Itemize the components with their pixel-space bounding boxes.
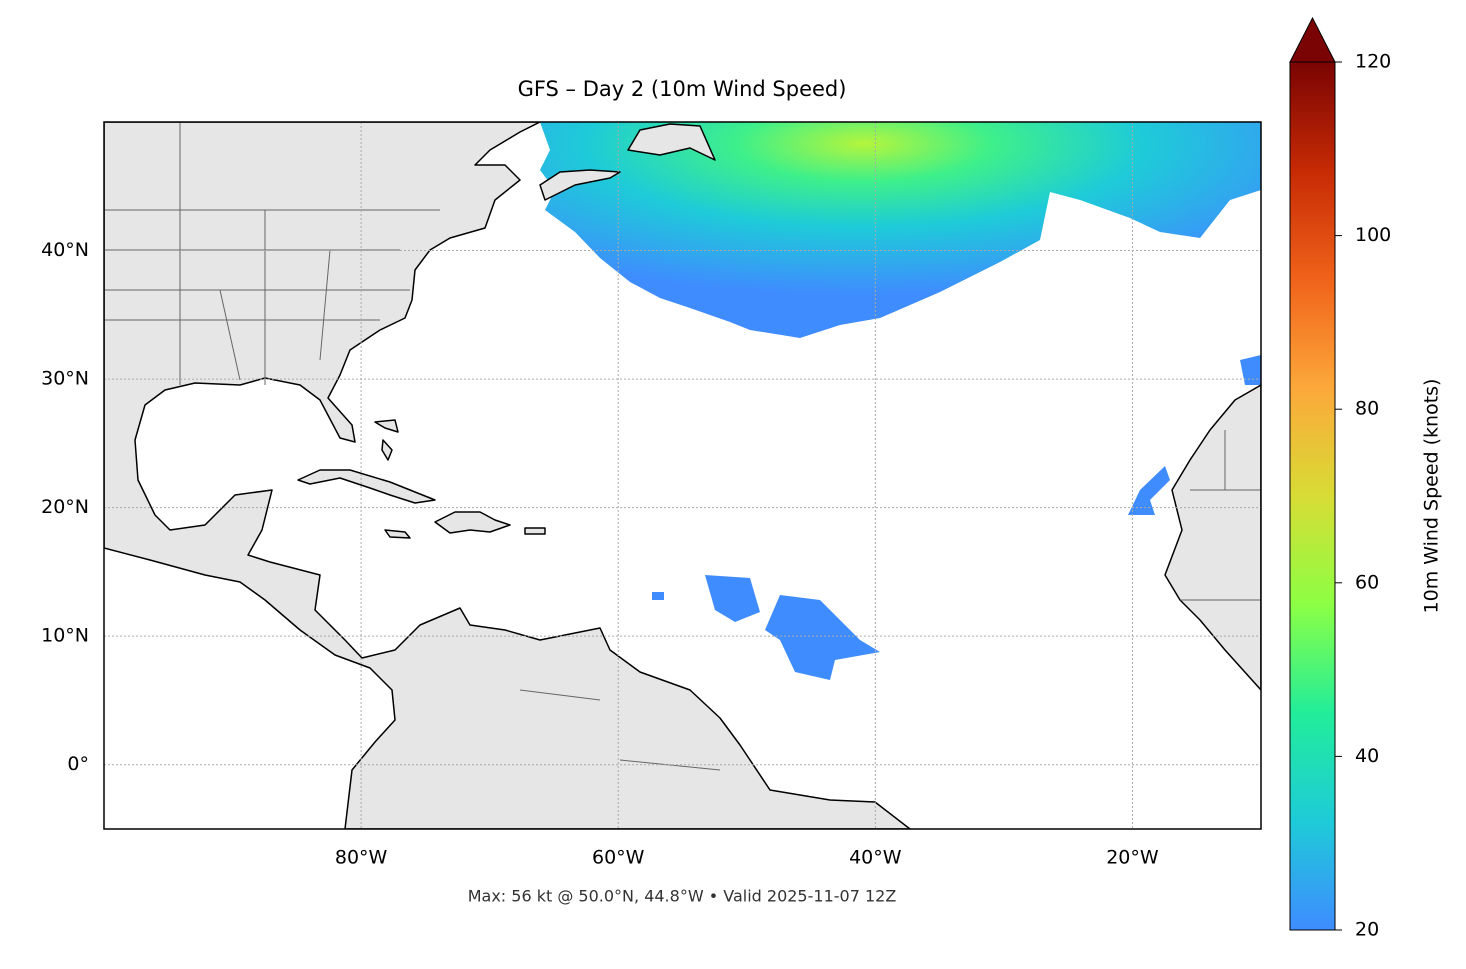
map-frame (103, 121, 1262, 830)
puerto-rico (524, 527, 546, 535)
x-tick-label: 60°W (592, 847, 645, 869)
newfoundland (627, 123, 716, 161)
wind-patch (1240, 355, 1261, 385)
colorbar-tick-label: 100 (1355, 224, 1391, 246)
wind-patch (1128, 466, 1170, 515)
map (104, 122, 1261, 829)
wind-patch (765, 595, 880, 680)
colorbar-tick-label: 20 (1355, 919, 1379, 941)
x-tick-label: 80°W (335, 847, 388, 869)
x-tick-label: 40°W (849, 847, 902, 869)
y-tick-label: 40°N (41, 239, 89, 261)
y-tick-label: 0° (67, 753, 89, 775)
wind-field (540, 122, 1261, 338)
colorbar-tick-label: 120 (1355, 51, 1391, 73)
africa (1164, 384, 1261, 691)
footer: Max: 56 kt @ 50.0°N, 44.8°W • Valid 2025… (468, 887, 897, 906)
wind-patch (705, 575, 760, 622)
colorbar-tick-label: 80 (1355, 398, 1379, 420)
colorbar-tick-label: 40 (1355, 745, 1379, 767)
x-tick-label: 20°W (1106, 847, 1159, 869)
colorbar-tick-label: 60 (1355, 571, 1379, 593)
y-tick-label: 30°N (41, 368, 89, 390)
colorbar-label: 10m Wind Speed (knots) (1421, 379, 1443, 614)
y-tick-label: 10°N (41, 625, 89, 647)
jamaica (384, 529, 411, 539)
colorbar-extend (1289, 16, 1336, 63)
chart-title: GFS – Day 2 (10m Wind Speed) (518, 77, 847, 101)
cuba (297, 469, 436, 504)
north-america (104, 122, 911, 829)
y-tick-label: 20°N (41, 496, 89, 518)
colorbar (1289, 61, 1336, 931)
hispaniola (434, 511, 511, 534)
state-borders (104, 122, 1261, 771)
nova-scotia (539, 169, 621, 201)
bahamas (374, 419, 399, 461)
grid (104, 122, 1261, 829)
wind-patch (652, 592, 664, 600)
